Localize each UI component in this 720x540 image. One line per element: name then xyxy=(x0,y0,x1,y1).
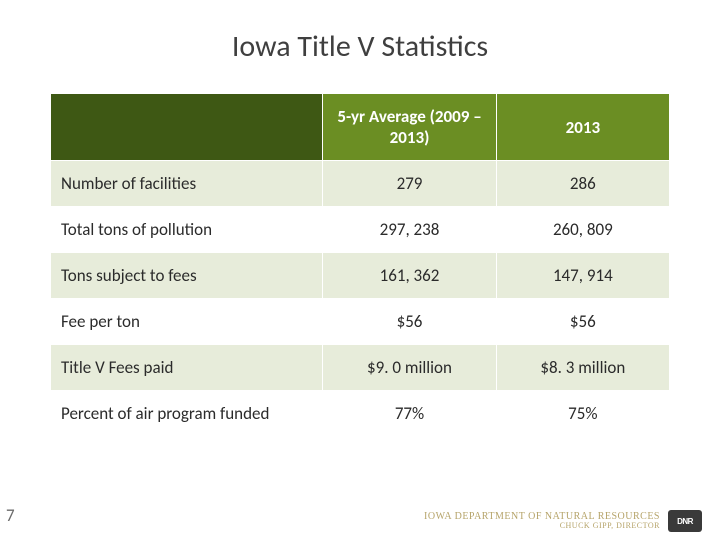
row-avg: $9. 0 million xyxy=(323,345,496,391)
table-row: Number of facilities 279 286 xyxy=(51,161,670,207)
row-label: Tons subject to fees xyxy=(51,253,323,299)
row-label: Percent of air program funded xyxy=(51,391,323,437)
dnr-logo-icon: DNR xyxy=(668,510,702,532)
footer-line2: CHUCK GIPP, DIRECTOR xyxy=(424,522,660,530)
page-number: 7 xyxy=(6,505,15,526)
row-label: Number of facilities xyxy=(51,161,323,207)
footer: IOWA DEPARTMENT OF NATURAL RESOURCES CHU… xyxy=(424,510,702,532)
table-row: Title V Fees paid $9. 0 million $8. 3 mi… xyxy=(51,345,670,391)
table-row: Total tons of pollution 297, 238 260, 80… xyxy=(51,207,670,253)
row-2013: 286 xyxy=(496,161,669,207)
row-label: Total tons of pollution xyxy=(51,207,323,253)
row-2013: 75% xyxy=(496,391,669,437)
footer-text: IOWA DEPARTMENT OF NATURAL RESOURCES CHU… xyxy=(424,512,660,531)
stats-table: 5-yr Average (2009 – 2013) 2013 Number o… xyxy=(50,93,670,437)
row-2013: $8. 3 million xyxy=(496,345,669,391)
row-2013: 147, 914 xyxy=(496,253,669,299)
slide: Iowa Title V Statistics 5-yr Average (20… xyxy=(0,0,720,540)
row-avg: 279 xyxy=(323,161,496,207)
header-2013: 2013 xyxy=(496,94,669,161)
table-row: Percent of air program funded 77% 75% xyxy=(51,391,670,437)
page-title: Iowa Title V Statistics xyxy=(50,28,670,65)
header-avg: 5-yr Average (2009 – 2013) xyxy=(323,94,496,161)
table-row: Tons subject to fees 161, 362 147, 914 xyxy=(51,253,670,299)
row-2013: $56 xyxy=(496,299,669,345)
row-avg: 77% xyxy=(323,391,496,437)
row-avg: 161, 362 xyxy=(323,253,496,299)
table-header: 5-yr Average (2009 – 2013) 2013 xyxy=(51,94,670,161)
row-2013: 260, 809 xyxy=(496,207,669,253)
header-blank xyxy=(51,94,323,161)
row-avg: 297, 238 xyxy=(323,207,496,253)
table-row: Fee per ton $56 $56 xyxy=(51,299,670,345)
row-avg: $56 xyxy=(323,299,496,345)
row-label: Fee per ton xyxy=(51,299,323,345)
table-body: Number of facilities 279 286 Total tons … xyxy=(51,161,670,437)
row-label: Title V Fees paid xyxy=(51,345,323,391)
